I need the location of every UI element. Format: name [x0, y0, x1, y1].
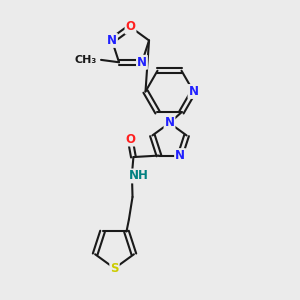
- Text: N: N: [175, 149, 185, 162]
- Text: N: N: [164, 116, 175, 130]
- Text: NH: NH: [129, 169, 148, 182]
- Text: N: N: [137, 56, 147, 69]
- Text: O: O: [125, 133, 135, 146]
- Text: N: N: [188, 85, 199, 98]
- Text: S: S: [110, 262, 119, 275]
- Text: CH₃: CH₃: [74, 55, 97, 65]
- Text: O: O: [125, 20, 136, 34]
- Text: N: N: [107, 34, 117, 47]
